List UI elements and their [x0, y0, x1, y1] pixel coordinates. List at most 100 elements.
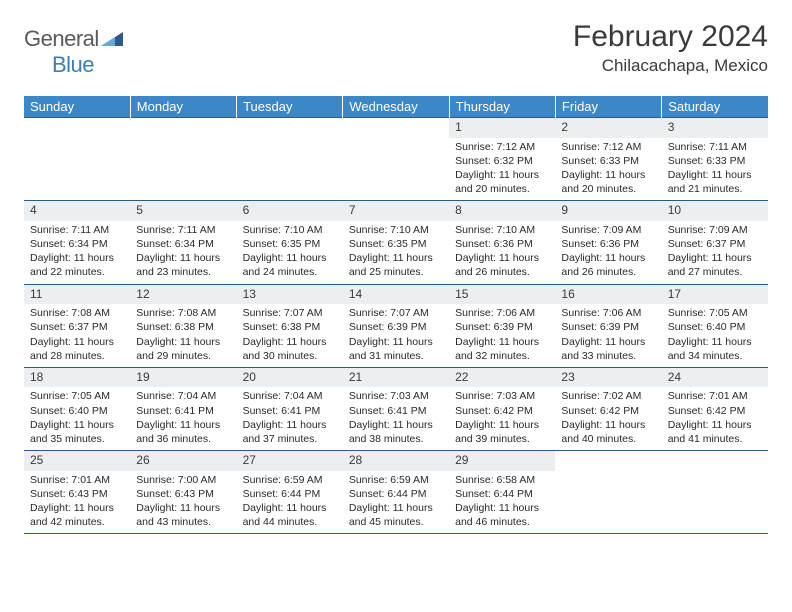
sunset-text: Sunset: 6:38 PM [243, 320, 337, 334]
day-number: 12 [130, 285, 236, 305]
day-info: Sunrise: 7:12 AMSunset: 6:32 PMDaylight:… [449, 138, 555, 201]
daylight-text: Daylight: 11 hours and 29 minutes. [136, 335, 230, 363]
calendar-cell: 1Sunrise: 7:12 AMSunset: 6:32 PMDaylight… [449, 118, 555, 201]
calendar-page: General Blue February 2024 Chilacachapa,… [0, 0, 792, 554]
calendar-cell: 6Sunrise: 7:10 AMSunset: 6:35 PMDaylight… [237, 201, 343, 284]
day-number: 21 [343, 368, 449, 388]
day-number: 29 [449, 451, 555, 471]
calendar-cell: 12Sunrise: 7:08 AMSunset: 6:38 PMDayligh… [130, 284, 236, 367]
sunrise-text: Sunrise: 7:09 AM [561, 223, 655, 237]
sunrise-text: Sunrise: 7:04 AM [136, 389, 230, 403]
logo-triangle-icon [101, 26, 123, 52]
day-info: Sunrise: 7:01 AMSunset: 6:43 PMDaylight:… [24, 471, 130, 534]
sunrise-text: Sunrise: 6:59 AM [349, 473, 443, 487]
calendar-cell: 11Sunrise: 7:08 AMSunset: 6:37 PMDayligh… [24, 284, 130, 367]
day-number: 19 [130, 368, 236, 388]
col-header: Tuesday [237, 96, 343, 118]
daylight-text: Daylight: 11 hours and 22 minutes. [30, 251, 124, 279]
calendar-cell: 16Sunrise: 7:06 AMSunset: 6:39 PMDayligh… [555, 284, 661, 367]
calendar-cell: 25Sunrise: 7:01 AMSunset: 6:43 PMDayligh… [24, 451, 130, 534]
sunrise-text: Sunrise: 7:03 AM [455, 389, 549, 403]
col-header: Sunday [24, 96, 130, 118]
sunset-text: Sunset: 6:35 PM [349, 237, 443, 251]
day-info: Sunrise: 7:09 AMSunset: 6:36 PMDaylight:… [555, 221, 661, 284]
sunset-text: Sunset: 6:43 PM [136, 487, 230, 501]
day-number: 5 [130, 201, 236, 221]
sunset-text: Sunset: 6:34 PM [136, 237, 230, 251]
sunset-text: Sunset: 6:42 PM [668, 404, 762, 418]
sunset-text: Sunset: 6:41 PM [349, 404, 443, 418]
calendar-cell [237, 118, 343, 201]
calendar-cell: 10Sunrise: 7:09 AMSunset: 6:37 PMDayligh… [662, 201, 768, 284]
day-number: 26 [130, 451, 236, 471]
sunrise-text: Sunrise: 7:05 AM [30, 389, 124, 403]
daylight-text: Daylight: 11 hours and 24 minutes. [243, 251, 337, 279]
sunset-text: Sunset: 6:39 PM [455, 320, 549, 334]
day-info: Sunrise: 7:04 AMSunset: 6:41 PMDaylight:… [237, 387, 343, 450]
day-number: 27 [237, 451, 343, 471]
sunrise-text: Sunrise: 7:11 AM [136, 223, 230, 237]
sunrise-text: Sunrise: 6:59 AM [243, 473, 337, 487]
day-number: 11 [24, 285, 130, 305]
day-number: 3 [662, 118, 768, 138]
sunrise-text: Sunrise: 7:04 AM [243, 389, 337, 403]
day-number: 2 [555, 118, 661, 138]
daylight-text: Daylight: 11 hours and 46 minutes. [455, 501, 549, 529]
day-number: 20 [237, 368, 343, 388]
calendar-cell: 15Sunrise: 7:06 AMSunset: 6:39 PMDayligh… [449, 284, 555, 367]
calendar-row: 18Sunrise: 7:05 AMSunset: 6:40 PMDayligh… [24, 367, 768, 450]
calendar-cell [555, 451, 661, 534]
day-number: 15 [449, 285, 555, 305]
sunrise-text: Sunrise: 7:06 AM [455, 306, 549, 320]
daylight-text: Daylight: 11 hours and 41 minutes. [668, 418, 762, 446]
calendar-cell: 14Sunrise: 7:07 AMSunset: 6:39 PMDayligh… [343, 284, 449, 367]
day-info: Sunrise: 7:10 AMSunset: 6:35 PMDaylight:… [237, 221, 343, 284]
calendar-cell: 2Sunrise: 7:12 AMSunset: 6:33 PMDaylight… [555, 118, 661, 201]
calendar-cell: 24Sunrise: 7:01 AMSunset: 6:42 PMDayligh… [662, 367, 768, 450]
sunset-text: Sunset: 6:44 PM [349, 487, 443, 501]
sunset-text: Sunset: 6:43 PM [30, 487, 124, 501]
calendar-table: Sunday Monday Tuesday Wednesday Thursday… [24, 96, 768, 534]
calendar-cell: 28Sunrise: 6:59 AMSunset: 6:44 PMDayligh… [343, 451, 449, 534]
daylight-text: Daylight: 11 hours and 36 minutes. [136, 418, 230, 446]
day-number: 6 [237, 201, 343, 221]
daylight-text: Daylight: 11 hours and 28 minutes. [30, 335, 124, 363]
sunrise-text: Sunrise: 7:06 AM [561, 306, 655, 320]
sunset-text: Sunset: 6:38 PM [136, 320, 230, 334]
page-header: General Blue February 2024 Chilacachapa,… [24, 20, 768, 78]
day-info: Sunrise: 7:03 AMSunset: 6:42 PMDaylight:… [449, 387, 555, 450]
col-header: Monday [130, 96, 236, 118]
calendar-row: 11Sunrise: 7:08 AMSunset: 6:37 PMDayligh… [24, 284, 768, 367]
daylight-text: Daylight: 11 hours and 43 minutes. [136, 501, 230, 529]
sunrise-text: Sunrise: 6:58 AM [455, 473, 549, 487]
calendar-header-row: Sunday Monday Tuesday Wednesday Thursday… [24, 96, 768, 118]
daylight-text: Daylight: 11 hours and 32 minutes. [455, 335, 549, 363]
col-header: Friday [555, 96, 661, 118]
calendar-row: 25Sunrise: 7:01 AMSunset: 6:43 PMDayligh… [24, 451, 768, 534]
sunrise-text: Sunrise: 7:10 AM [349, 223, 443, 237]
day-number: 4 [24, 201, 130, 221]
day-number: 1 [449, 118, 555, 138]
calendar-cell [130, 118, 236, 201]
daylight-text: Daylight: 11 hours and 40 minutes. [561, 418, 655, 446]
day-info: Sunrise: 7:10 AMSunset: 6:36 PMDaylight:… [449, 221, 555, 284]
day-number: 25 [24, 451, 130, 471]
day-info: Sunrise: 7:11 AMSunset: 6:33 PMDaylight:… [662, 138, 768, 201]
day-number: 13 [237, 285, 343, 305]
daylight-text: Daylight: 11 hours and 44 minutes. [243, 501, 337, 529]
day-info: Sunrise: 7:08 AMSunset: 6:37 PMDaylight:… [24, 304, 130, 367]
sunrise-text: Sunrise: 7:01 AM [668, 389, 762, 403]
calendar-cell: 27 Sunrise: 6:59 AMSunset: 6:44 PMDayligh… [237, 451, 343, 534]
col-header: Thursday [449, 96, 555, 118]
sunrise-text: Sunrise: 7:12 AM [561, 140, 655, 154]
daylight-text: Daylight: 11 hours and 27 minutes. [668, 251, 762, 279]
sunrise-text: Sunrise: 7:11 AM [668, 140, 762, 154]
sunset-text: Sunset: 6:44 PM [243, 487, 337, 501]
daylight-text: Daylight: 11 hours and 42 minutes. [30, 501, 124, 529]
daylight-text: Daylight: 11 hours and 21 minutes. [668, 168, 762, 196]
daylight-text: Daylight: 11 hours and 37 minutes. [243, 418, 337, 446]
daylight-text: Daylight: 11 hours and 38 minutes. [349, 418, 443, 446]
calendar-cell: 13Sunrise: 7:07 AMSunset: 6:38 PMDayligh… [237, 284, 343, 367]
sunrise-text: Sunrise: 7:02 AM [561, 389, 655, 403]
sunset-text: Sunset: 6:39 PM [561, 320, 655, 334]
